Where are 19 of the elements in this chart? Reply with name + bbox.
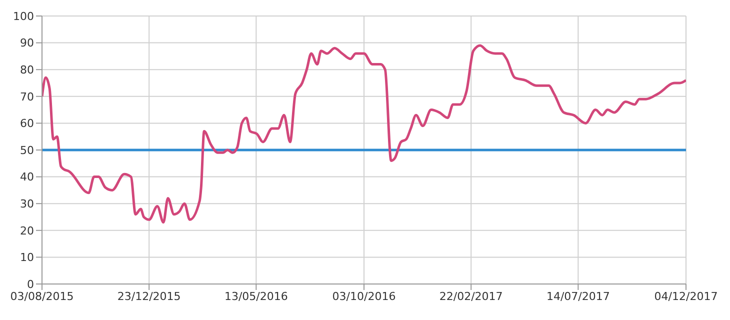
x-tick-label: 22/02/2017 (439, 290, 503, 303)
x-tick-label: 13/05/2016 (224, 290, 288, 303)
y-tick-label: 30 (20, 198, 34, 211)
y-tick-label: 90 (20, 36, 34, 50)
y-tick-label: 80 (20, 64, 34, 77)
x-tick-label: 04/12/2017 (654, 290, 718, 303)
line-series (42, 44, 686, 224)
y-tick-label: 60 (20, 117, 34, 130)
x-tick-label: 03/10/2016 (332, 290, 396, 303)
y-tick-label: 50 (20, 144, 34, 157)
y-tick-label: 100 (13, 10, 34, 23)
x-tick-label: 03/08/2015 (10, 290, 74, 303)
x-tick-label: 14/07/2017 (546, 290, 610, 303)
y-tick-label: 0 (27, 278, 34, 291)
y-tick-label: 40 (20, 170, 34, 184)
x-tick-label: 23/12/2015 (117, 290, 181, 303)
y-tick-label: 20 (20, 224, 34, 238)
y-tick-label: 70 (20, 90, 34, 104)
y-tick-label: 10 (20, 251, 34, 264)
